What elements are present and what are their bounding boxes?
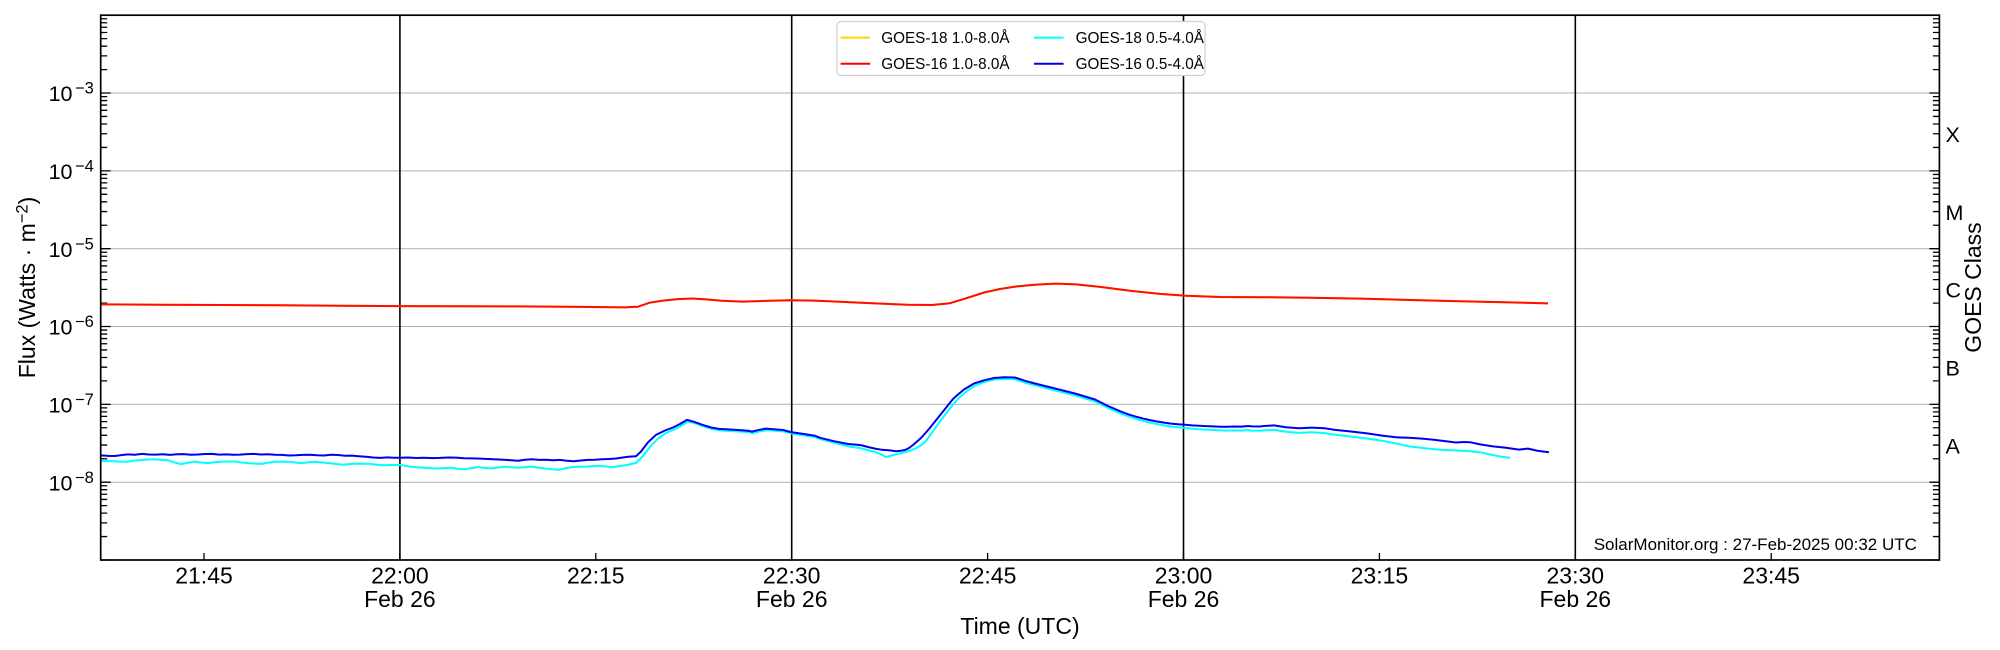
svg-text:Flux (Watts · m−2): Flux (Watts · m−2) xyxy=(14,197,41,379)
svg-text:23:15: 23:15 xyxy=(1351,562,1409,588)
svg-text:22:30: 22:30 xyxy=(763,562,821,588)
svg-text:A: A xyxy=(1946,434,1961,458)
svg-text:22:15: 22:15 xyxy=(567,562,625,588)
svg-text:−6: −6 xyxy=(75,313,94,331)
svg-text:−7: −7 xyxy=(75,391,94,409)
svg-text:GOES Class: GOES Class xyxy=(1960,222,1986,352)
svg-text:M: M xyxy=(1946,201,1964,225)
svg-text:−8: −8 xyxy=(75,469,94,487)
svg-text:Time (UTC): Time (UTC) xyxy=(960,613,1079,639)
svg-text:GOES-18 0.5-4.0Å: GOES-18 0.5-4.0Å xyxy=(1076,30,1205,47)
svg-text:23:00: 23:00 xyxy=(1155,562,1213,588)
svg-text:−4: −4 xyxy=(75,158,94,176)
svg-text:−5: −5 xyxy=(75,235,94,253)
svg-text:Feb 26: Feb 26 xyxy=(364,586,436,612)
svg-text:Feb 26: Feb 26 xyxy=(1539,586,1611,612)
svg-text:23:30: 23:30 xyxy=(1547,562,1605,588)
svg-text:C: C xyxy=(1946,279,1962,303)
svg-text:GOES-16 1.0-8.0Å: GOES-16 1.0-8.0Å xyxy=(881,56,1010,73)
svg-text:B: B xyxy=(1946,356,1960,380)
svg-text:23:45: 23:45 xyxy=(1742,562,1800,588)
svg-text:10: 10 xyxy=(49,82,73,106)
svg-text:X: X xyxy=(1946,123,1960,147)
svg-text:GOES-18 1.0-8.0Å: GOES-18 1.0-8.0Å xyxy=(881,30,1010,47)
svg-text:10: 10 xyxy=(49,238,73,262)
svg-text:10: 10 xyxy=(49,160,73,184)
svg-text:22:45: 22:45 xyxy=(959,562,1017,588)
svg-text:21:45: 21:45 xyxy=(175,562,233,588)
svg-text:−3: −3 xyxy=(75,80,94,98)
svg-text:Feb 26: Feb 26 xyxy=(756,586,828,612)
svg-text:10: 10 xyxy=(49,394,73,418)
svg-text:Feb 26: Feb 26 xyxy=(1148,586,1220,612)
svg-text:SolarMonitor.org : 27-Feb-2025: SolarMonitor.org : 27-Feb-2025 00:32 UTC xyxy=(1594,535,1917,554)
svg-text:10: 10 xyxy=(49,316,73,340)
svg-text:10: 10 xyxy=(49,471,73,495)
svg-text:22:00: 22:00 xyxy=(371,562,429,588)
svg-text:GOES-16 0.5-4.0Å: GOES-16 0.5-4.0Å xyxy=(1076,56,1205,73)
